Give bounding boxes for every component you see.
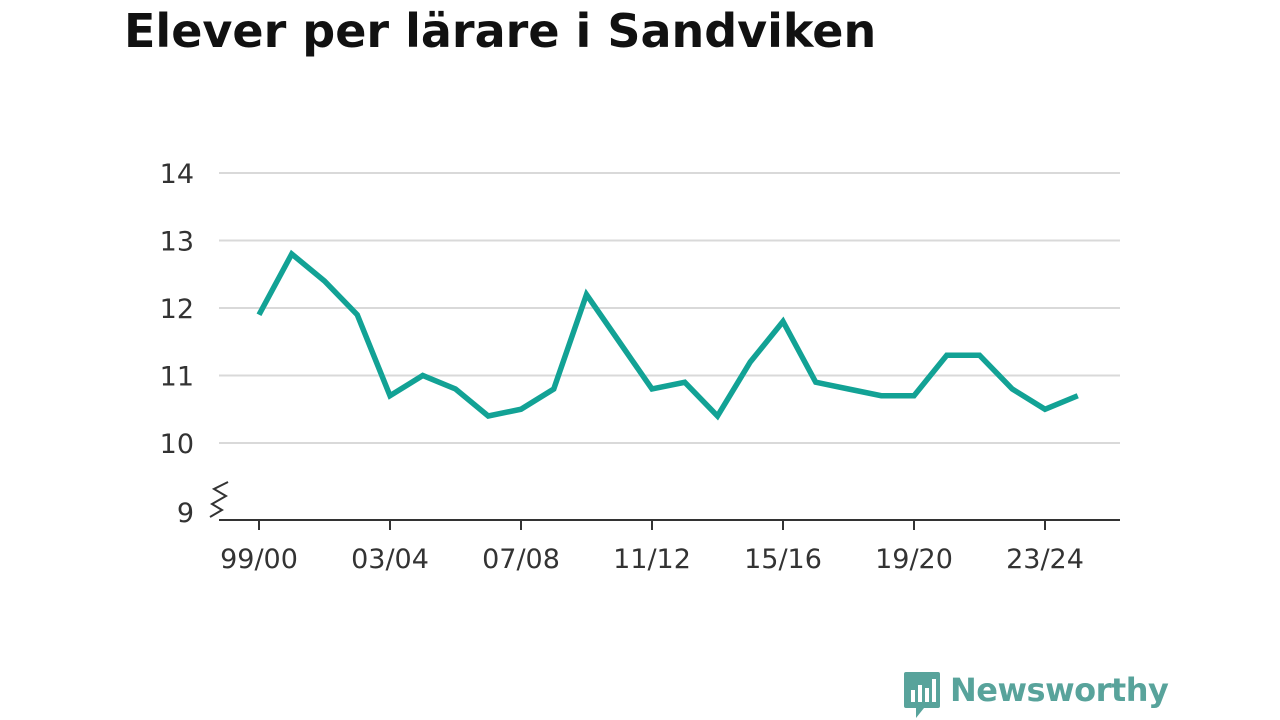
- y-axis-tick-labels: 9 10 11 12 13 14: [160, 159, 194, 529]
- x-tick-label: 19/20: [875, 544, 953, 575]
- x-tick-label: 03/04: [351, 544, 429, 575]
- brand-logo: Newsworthy: [902, 670, 1169, 720]
- series-lines: [256, 249, 1079, 421]
- series-line: [256, 249, 1079, 421]
- chart-title: Elever per lärare i Sandviken: [124, 4, 877, 58]
- y-tick-label: 11: [160, 362, 194, 393]
- axis-break-icon: [209, 481, 229, 518]
- x-tick-label: 99/00: [220, 544, 298, 575]
- y-tick-label: 14: [160, 159, 194, 190]
- x-tick-label: 15/16: [744, 544, 822, 575]
- y-tick-label: 12: [160, 294, 194, 325]
- y-tick-label: 10: [160, 429, 194, 460]
- brand-name: Newsworthy: [950, 671, 1169, 709]
- gridlines: [219, 172, 1120, 444]
- newsworthy-logo-icon: [904, 672, 940, 718]
- x-axis: [209, 481, 1120, 530]
- x-tick-label: 23/24: [1006, 544, 1084, 575]
- y-tick-label: 9: [177, 498, 194, 529]
- x-tick-label: 07/08: [482, 544, 560, 575]
- x-axis-tick-labels: 99/00 03/04 07/08 11/12 15/16 19/20 23/24: [220, 544, 1084, 575]
- x-tick-label: 11/12: [613, 544, 691, 575]
- y-tick-label: 13: [160, 227, 194, 258]
